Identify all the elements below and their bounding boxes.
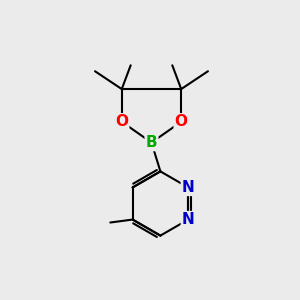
Text: O: O [175,114,188,129]
Text: N: N [182,212,195,227]
Text: B: B [146,135,157,150]
Text: O: O [115,114,128,129]
Text: N: N [182,180,195,195]
